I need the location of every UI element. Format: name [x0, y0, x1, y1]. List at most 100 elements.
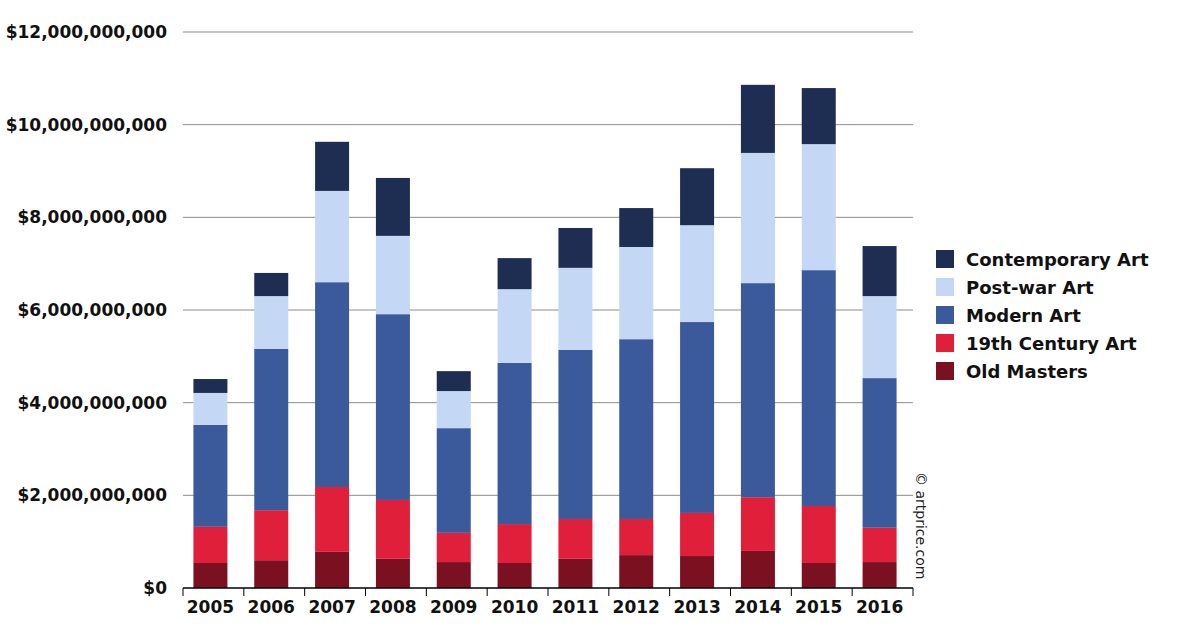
category-separator: [426, 588, 427, 596]
bar-segment: [193, 379, 227, 393]
bar-segment: [254, 296, 288, 349]
category-separator: [365, 588, 366, 596]
bar-segment: [193, 425, 227, 527]
bars: [193, 85, 896, 588]
bar-segment: [680, 556, 714, 588]
bar-segment: [619, 339, 653, 519]
bar-segment: [619, 555, 653, 588]
y-tick-label: $10,000,000,000: [6, 115, 167, 135]
legend-label: Post-war Art: [966, 277, 1094, 298]
bar-segment: [498, 524, 532, 563]
category-separator: [730, 588, 731, 596]
bar-segment: [802, 270, 836, 506]
bar-segment: [437, 428, 471, 533]
bar-segment: [376, 236, 410, 314]
bar-segment: [376, 500, 410, 559]
bar-segment: [315, 142, 349, 191]
x-tick-label: 2013: [673, 597, 720, 617]
bar-segment: [863, 528, 897, 562]
bar-segment: [741, 153, 775, 283]
category-separator: [243, 588, 244, 596]
bar-segment: [254, 349, 288, 510]
y-tick-label: $6,000,000,000: [18, 300, 168, 320]
bar-segment: [498, 363, 532, 524]
bar-segment: [863, 562, 897, 588]
bar-segment: [437, 391, 471, 428]
bar-segment: [254, 560, 288, 588]
x-tick-label: 2009: [430, 597, 477, 617]
bar-segment: [619, 247, 653, 339]
x-tick-label: 2011: [552, 597, 599, 617]
category-separator: [304, 588, 305, 596]
chart: $0 $2,000,000,000 $4,000,000,000 $6,000,000…: [0, 0, 1201, 636]
bar-segment: [802, 144, 836, 270]
bar-segment: [437, 371, 471, 391]
bar-segment: [741, 283, 775, 497]
category-separator: [852, 588, 853, 596]
grid-line: [183, 32, 913, 33]
y-tick-label: $0: [143, 578, 167, 598]
bar-segment: [498, 258, 532, 289]
legend-swatch: [936, 278, 954, 296]
legend-label: Modern Art: [966, 305, 1081, 326]
y-tick-label: $8,000,000,000: [18, 207, 168, 227]
legend: Contemporary Art Post-war Art Modern Art 19…: [936, 249, 1149, 382]
category-separator: [913, 588, 914, 596]
bar-segment: [558, 268, 592, 350]
category-separator: [608, 588, 609, 596]
bar-segment: [619, 519, 653, 555]
bar-segment: [741, 85, 775, 153]
bar-segment: [498, 289, 532, 363]
bar-segment: [193, 527, 227, 563]
bar-segment: [802, 563, 836, 588]
copyright: © artprice.com: [913, 472, 929, 579]
bar-segment: [376, 178, 410, 236]
bar-segment: [863, 246, 897, 296]
bar-segment: [498, 563, 532, 588]
x-tick-label: 2008: [369, 597, 416, 617]
bar-segment: [254, 510, 288, 560]
bar-segment: [254, 273, 288, 296]
category-separator: [183, 588, 184, 596]
bar-segment: [315, 487, 349, 552]
bar-segment: [315, 282, 349, 487]
x-tick-label: 2007: [308, 597, 355, 617]
category-separator: [669, 588, 670, 596]
y-tick-label: $4,000,000,000: [18, 393, 168, 413]
bar-segment: [193, 563, 227, 588]
x-tick-label: 2010: [491, 597, 538, 617]
bar-segment: [558, 519, 592, 559]
bar-segment: [437, 562, 471, 588]
x-tick-label: 2014: [734, 597, 781, 617]
bar-segment: [863, 296, 897, 378]
legend-swatch: [936, 334, 954, 352]
category-separator: [487, 588, 488, 596]
bar-segment: [315, 191, 349, 282]
legend-swatch: [936, 306, 954, 324]
legend-label: Contemporary Art: [966, 249, 1149, 270]
x-tick-label: 2015: [795, 597, 842, 617]
bar-segment: [437, 533, 471, 562]
bar-segment: [376, 314, 410, 500]
y-tick-label: $12,000,000,000: [6, 22, 167, 42]
category-separator: [791, 588, 792, 596]
bar-segment: [863, 378, 897, 528]
bar-segment: [558, 350, 592, 519]
x-tick-label: 2006: [248, 597, 295, 617]
bar-segment: [315, 552, 349, 588]
x-tick-label: 2016: [856, 597, 903, 617]
bar-segment: [680, 225, 714, 322]
legend-swatch: [936, 362, 954, 380]
legend-label: 19th Century Art: [966, 333, 1137, 354]
bar-segment: [193, 393, 227, 425]
bar-segment: [802, 88, 836, 144]
x-tick-label: 2005: [187, 597, 234, 617]
bar-segment: [741, 497, 775, 551]
bar-segment: [741, 551, 775, 588]
y-tick-label: $2,000,000,000: [18, 485, 168, 505]
x-tick-label: 2012: [613, 597, 660, 617]
bar-segment: [802, 506, 836, 563]
bar-segment: [619, 208, 653, 247]
bar-segment: [376, 559, 410, 588]
legend-swatch: [936, 250, 954, 268]
